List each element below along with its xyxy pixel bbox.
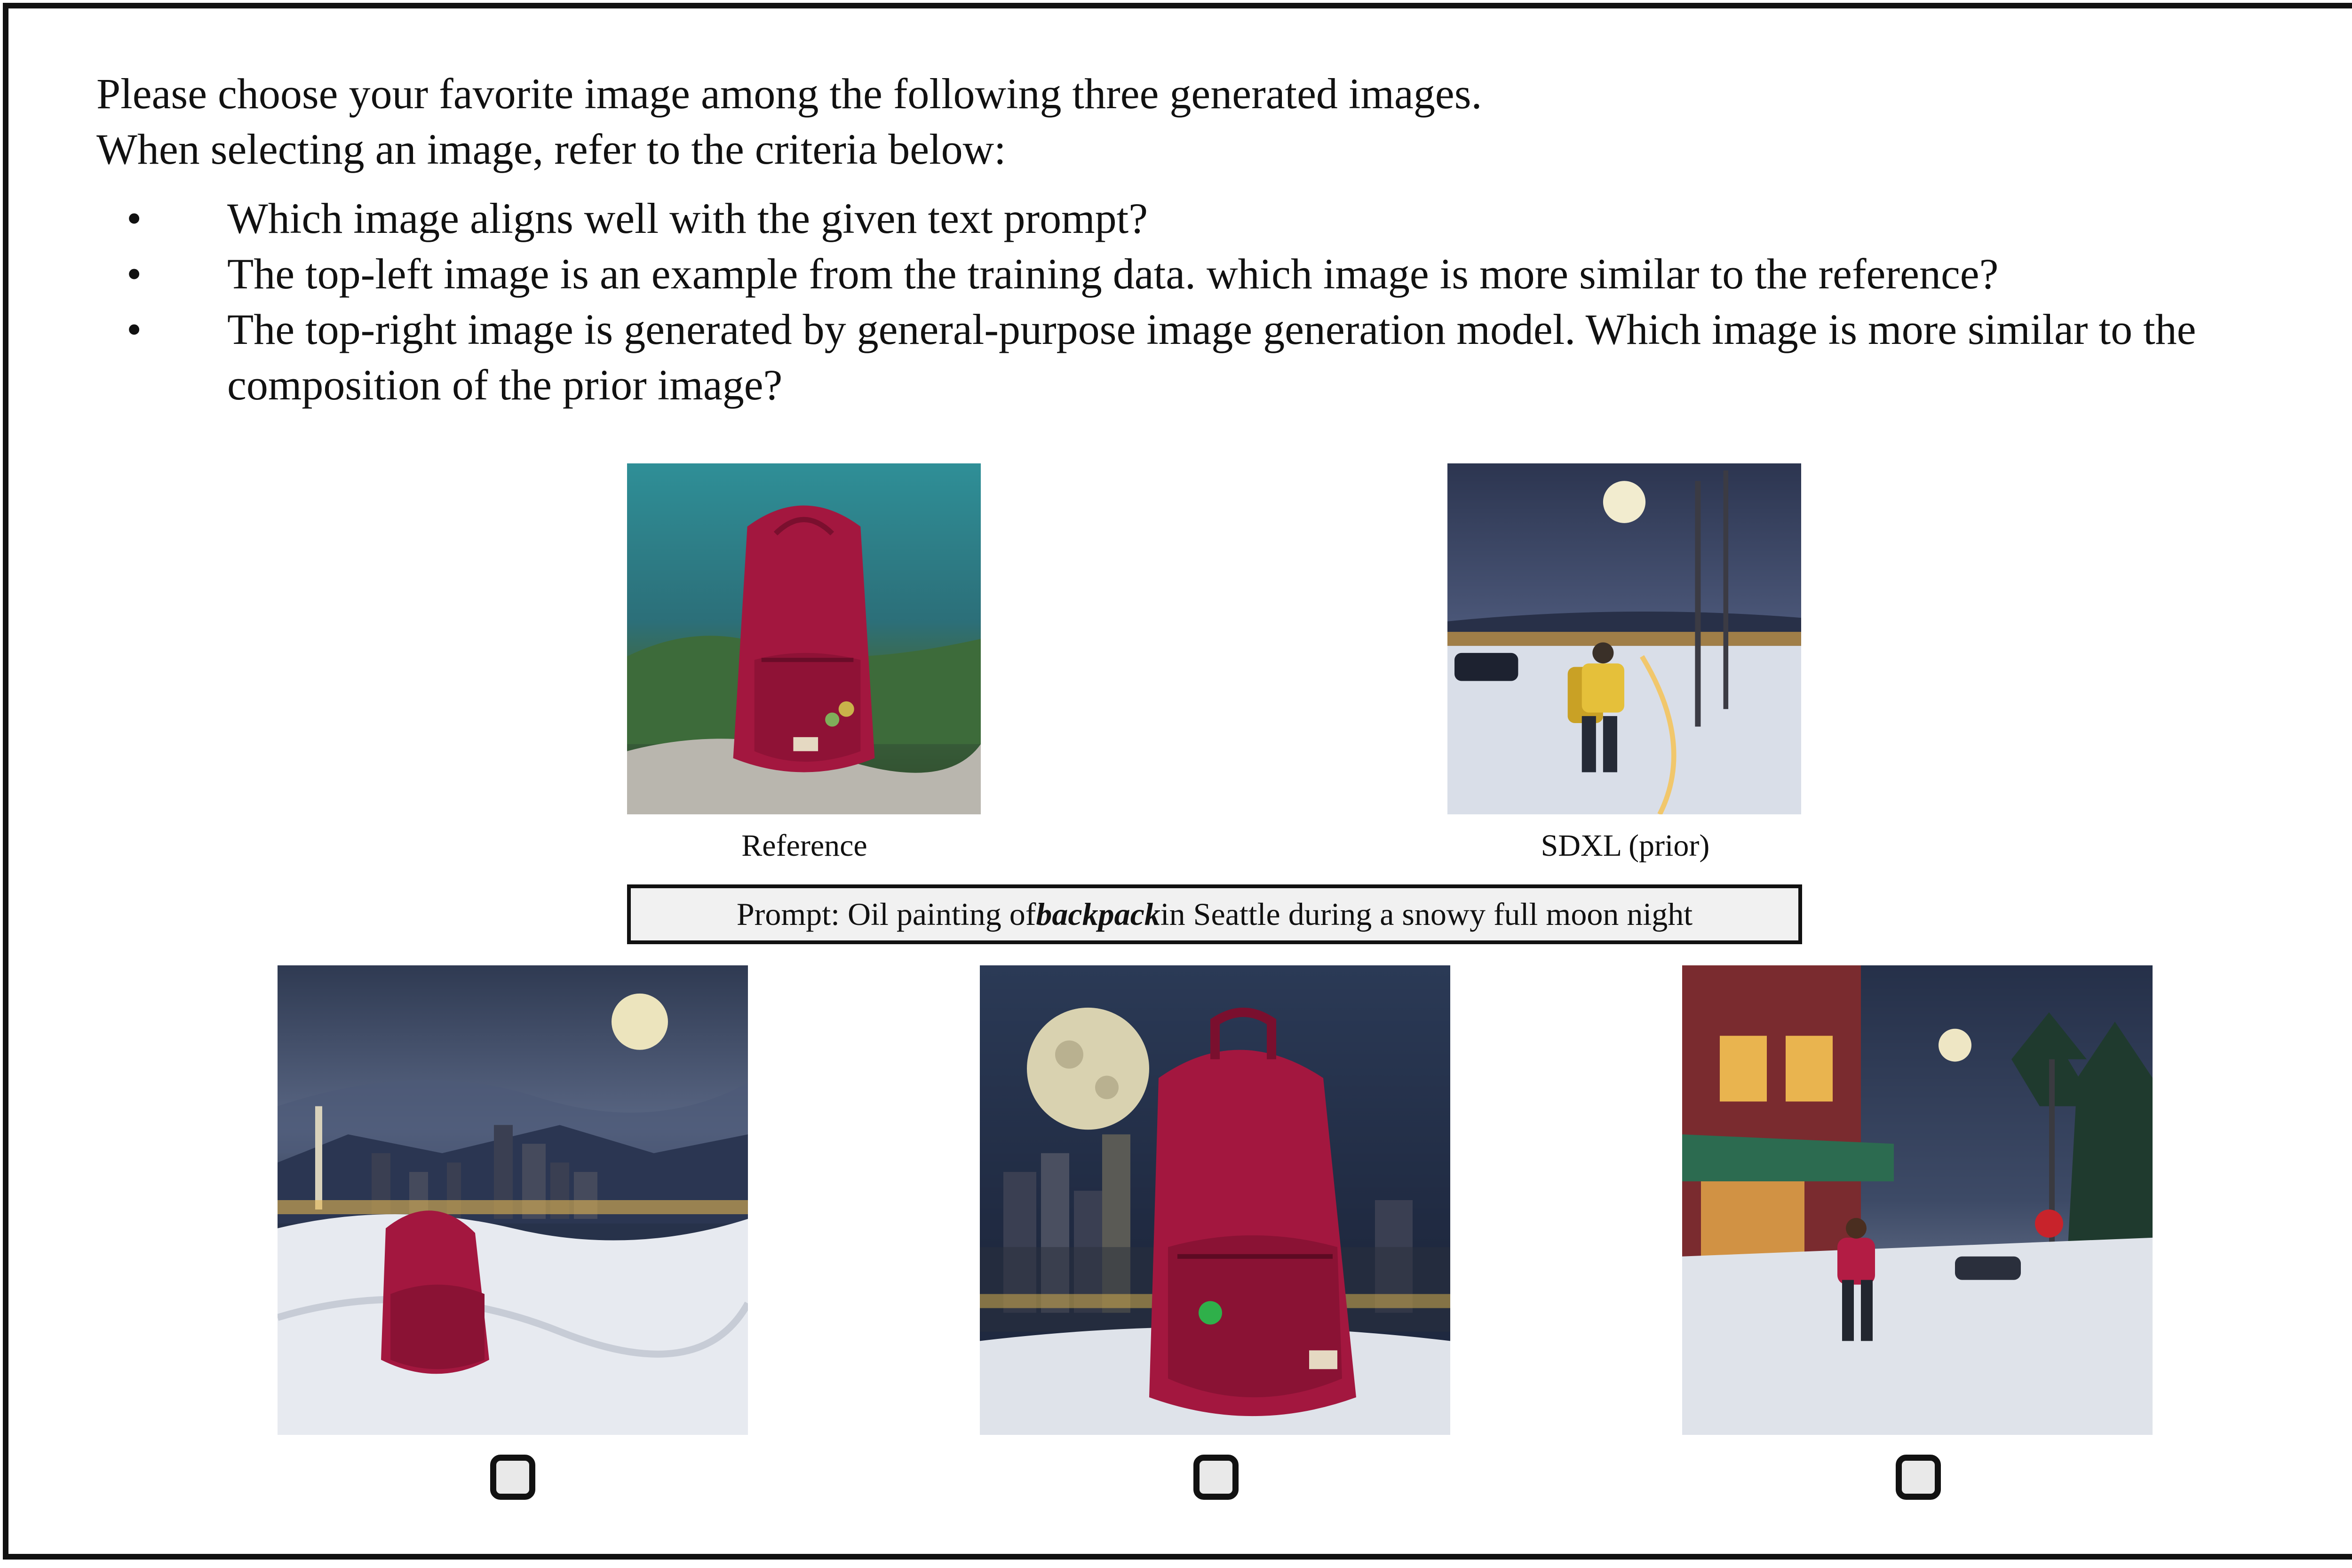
criterion-item: • Which image aligns well with the given… bbox=[96, 191, 2352, 246]
bullet-point: • bbox=[127, 194, 142, 242]
prompt-prefix: Prompt: Oil painting of bbox=[736, 896, 1036, 932]
option-1-checkbox[interactable] bbox=[490, 1455, 535, 1500]
criteria-list: • Which image aligns well with the given… bbox=[96, 191, 2352, 413]
survey-frame bbox=[3, 3, 2352, 1560]
instructions: Please choose your favorite image among … bbox=[96, 66, 2307, 177]
option-2-checkbox[interactable] bbox=[1193, 1455, 1239, 1500]
prompt-box: Prompt: Oil painting of backpack in Seat… bbox=[627, 884, 1802, 944]
criterion-text: The top-right image is generated by gene… bbox=[227, 305, 2196, 409]
generated-image-2[interactable] bbox=[980, 965, 1450, 1435]
prior-image bbox=[1447, 463, 1801, 814]
bullet-point: • bbox=[127, 250, 142, 298]
generated-image-1[interactable] bbox=[278, 965, 748, 1435]
criterion-text: The top-left image is an example from th… bbox=[227, 250, 1999, 298]
instruction-line-1: Please choose your favorite image among … bbox=[96, 70, 1482, 118]
prompt-subject: backpack bbox=[1036, 896, 1160, 932]
criterion-text: Which image aligns well with the given t… bbox=[227, 194, 1148, 242]
criterion-item: • The top-left image is an example from … bbox=[96, 246, 2352, 302]
generated-image-3[interactable] bbox=[1682, 965, 2153, 1435]
option-3-checkbox[interactable] bbox=[1896, 1455, 1941, 1500]
bullet-point: • bbox=[127, 305, 142, 353]
instruction-line-2: When selecting an image, refer to the cr… bbox=[96, 125, 1006, 173]
prior-caption: SDXL (prior) bbox=[1541, 828, 1710, 863]
reference-caption: Reference bbox=[741, 828, 867, 863]
criterion-item: • The top-right image is generated by ge… bbox=[96, 302, 2352, 413]
prompt-suffix: in Seattle during a snowy full moon nigh… bbox=[1160, 896, 1693, 932]
reference-image bbox=[627, 463, 981, 814]
